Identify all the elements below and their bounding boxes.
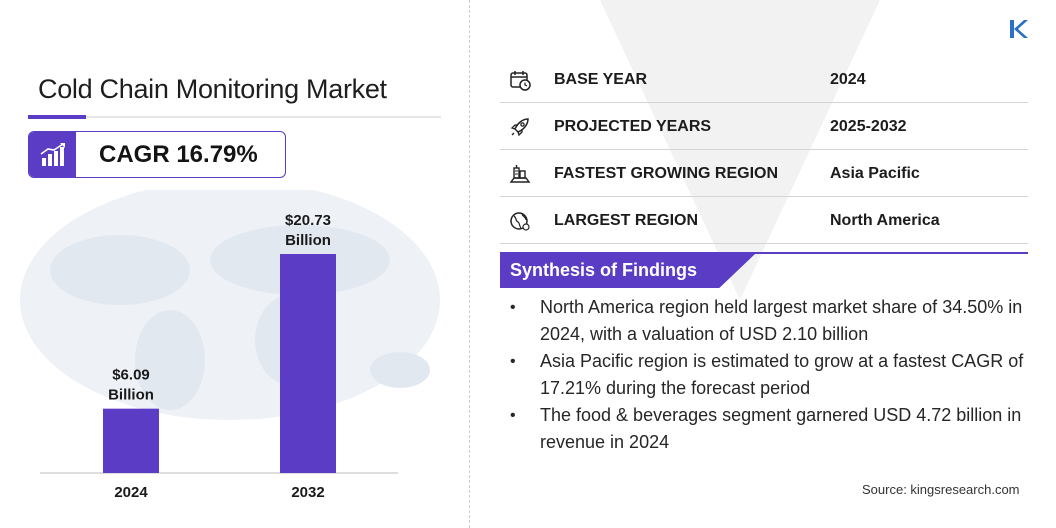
bullet-marker: •	[510, 299, 516, 316]
finding-text: The food & beverages segment garnered US…	[540, 405, 1022, 452]
bar-data-label: $20.73	[285, 212, 331, 229]
info-label: BASE YEAR	[554, 71, 648, 88]
info-value: 2024	[830, 71, 866, 88]
info-value: 2025-2032	[830, 118, 907, 135]
city-region-icon	[509, 165, 531, 183]
title-underline-accent	[28, 115, 86, 119]
info-label: LARGEST REGION	[554, 212, 699, 229]
info-row-base-year: BASE YEAR 2024	[500, 56, 1028, 103]
info-label: FASTEST GROWING REGION	[554, 165, 779, 182]
bullet-marker: •	[510, 407, 516, 424]
info-row-fastest-growing-region: FASTEST GROWING REGION Asia Pacific	[500, 150, 1028, 197]
synthesis-rule	[500, 252, 1028, 254]
info-value: North America	[830, 212, 940, 229]
bar-2024	[103, 408, 159, 473]
info-label: PROJECTED YEARS	[554, 118, 712, 135]
bar-2032	[280, 254, 336, 473]
finding-text: Asia Pacific region is estimated to grow…	[540, 351, 1024, 398]
finding-item: • The food & beverages segment garnered …	[508, 402, 1028, 456]
market-size-bar-chart: $6.09 Billion 2024 $20.73 Billion 2032	[20, 190, 440, 501]
finding-item: • North America region held largest mark…	[508, 294, 1028, 348]
finding-item: • Asia Pacific region is estimated to gr…	[508, 348, 1028, 402]
panel-divider	[469, 0, 470, 528]
world-map-watermark	[20, 190, 440, 420]
info-row-projected-years: PROJECTED YEARS 2025-2032	[500, 103, 1028, 150]
kings-research-logo	[1010, 20, 1028, 38]
page-title: Cold Chain Monitoring Market	[38, 74, 387, 104]
x-tick-label: 2032	[291, 484, 324, 501]
bar-data-label: Billion	[285, 232, 331, 249]
rocket-icon	[510, 118, 529, 137]
info-row-largest-region: LARGEST REGION North America	[500, 197, 1028, 244]
info-value: Asia Pacific	[830, 165, 920, 182]
market-info-table: BASE YEAR 2024 PROJECTED YEARS 2025-2032…	[500, 56, 1028, 244]
synthesis-title: Synthesis of Findings	[510, 260, 698, 280]
bar-data-label: $6.09	[112, 367, 150, 384]
cagr-value: CAGR 16.79%	[99, 141, 258, 168]
globe-icon	[510, 212, 530, 231]
finding-text: North America region held largest market…	[540, 297, 1023, 344]
bar-data-label: Billion	[108, 387, 154, 404]
x-tick-label: 2024	[114, 484, 148, 501]
cagr-badge: CAGR 16.79%	[28, 131, 286, 178]
growth-chart-icon	[29, 132, 76, 177]
title-underline	[28, 116, 441, 118]
synthesis-header-band	[500, 254, 755, 288]
bullet-marker: •	[510, 353, 516, 370]
findings-list: • North America region held largest mark…	[508, 294, 1028, 456]
calendar-icon	[510, 71, 531, 91]
source-credit: Source: kingsresearch.com	[862, 482, 1020, 497]
